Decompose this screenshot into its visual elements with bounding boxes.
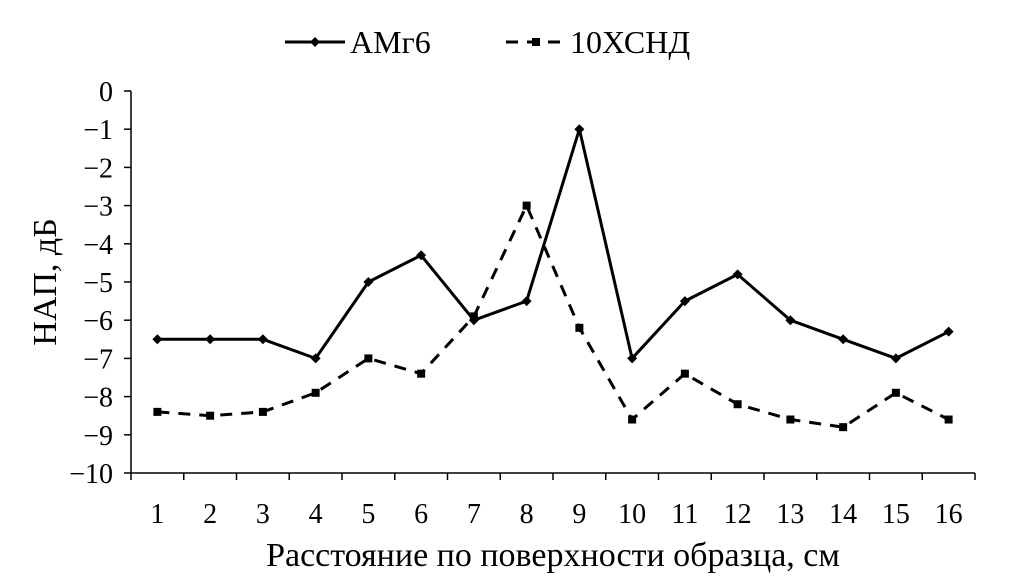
data-point — [257, 334, 268, 345]
data-point — [416, 250, 427, 261]
data-point — [311, 388, 320, 397]
axes — [130, 91, 975, 474]
data-point — [205, 334, 216, 345]
series-line — [157, 127, 950, 360]
data-point — [364, 354, 373, 363]
y-tick-label: −4 — [83, 230, 113, 261]
series-1 — [152, 124, 954, 364]
data-point — [679, 296, 690, 307]
data-point — [153, 407, 162, 416]
data-point — [732, 269, 743, 280]
y-tick-label: −9 — [83, 421, 113, 452]
x-tick-label: 10 — [618, 499, 646, 530]
legend-item: АМг6 — [285, 24, 431, 60]
legend: АМг6 10ХСНД — [285, 24, 690, 60]
data-point — [522, 201, 531, 210]
y-tick-label: 0 — [99, 77, 113, 108]
data-point — [680, 369, 689, 378]
data-point — [575, 323, 584, 332]
x-tick-label: 2 — [203, 499, 217, 530]
series-layer — [152, 124, 954, 432]
y-axis-ticks: 0 −1 −2 −3 −4 −5 −6 −7 −8 −9 −10 — [69, 77, 131, 490]
data-point — [258, 407, 267, 416]
y-tick-label: −6 — [83, 306, 113, 337]
data-point — [521, 296, 532, 307]
series-line — [157, 204, 950, 429]
legend-label: АМг6 — [350, 24, 431, 60]
series-2 — [153, 201, 953, 432]
data-point — [786, 415, 795, 424]
data-point — [838, 334, 849, 345]
legend-label: 10ХСНД — [570, 24, 690, 60]
data-point — [627, 353, 638, 364]
x-tick-label: 1 — [150, 499, 164, 530]
data-point — [944, 415, 953, 424]
x-tick-label: 13 — [776, 499, 804, 530]
data-point — [574, 124, 585, 135]
y-tick-label: −7 — [83, 344, 113, 375]
data-point — [839, 423, 848, 432]
data-point — [891, 388, 900, 397]
x-tick-label: 8 — [520, 499, 534, 530]
x-tick-label: 12 — [724, 499, 752, 530]
x-tick-label: 14 — [829, 499, 857, 530]
data-point — [310, 353, 321, 364]
data-point — [417, 369, 426, 378]
legend-marker — [310, 37, 320, 47]
data-point — [628, 415, 637, 424]
x-axis-ticks: 1 2 3 4 5 6 7 8 9 10 11 12 13 14 15 16 — [130, 473, 976, 530]
data-point — [733, 400, 742, 409]
y-tick-label: −8 — [83, 383, 113, 414]
x-tick-label: 16 — [935, 499, 963, 530]
x-tick-label: 15 — [882, 499, 910, 530]
data-point — [206, 411, 215, 420]
y-axis-title: НАП, дБ — [27, 218, 64, 345]
x-tick-label: 3 — [256, 499, 270, 530]
x-tick-label: 7 — [467, 499, 481, 530]
x-tick-label: 9 — [572, 499, 586, 530]
x-tick-label: 11 — [671, 499, 698, 530]
x-tick-label: 6 — [414, 499, 428, 530]
x-tick-label: 4 — [309, 499, 323, 530]
data-point — [943, 326, 954, 337]
data-point — [469, 312, 478, 321]
y-tick-label: −1 — [83, 115, 113, 146]
legend-item: 10ХСНД — [506, 24, 690, 60]
y-tick-label: −2 — [83, 153, 113, 184]
y-tick-label: −10 — [69, 459, 113, 490]
data-point — [363, 277, 374, 287]
data-point — [152, 334, 163, 345]
data-point — [785, 315, 796, 326]
data-point — [890, 353, 901, 364]
x-tick-label: 5 — [361, 499, 375, 530]
y-tick-label: −3 — [83, 192, 113, 223]
x-axis-title: Расстояние по поверхности образца, см — [266, 537, 840, 574]
legend-marker — [532, 38, 540, 46]
y-tick-label: −5 — [83, 268, 113, 299]
